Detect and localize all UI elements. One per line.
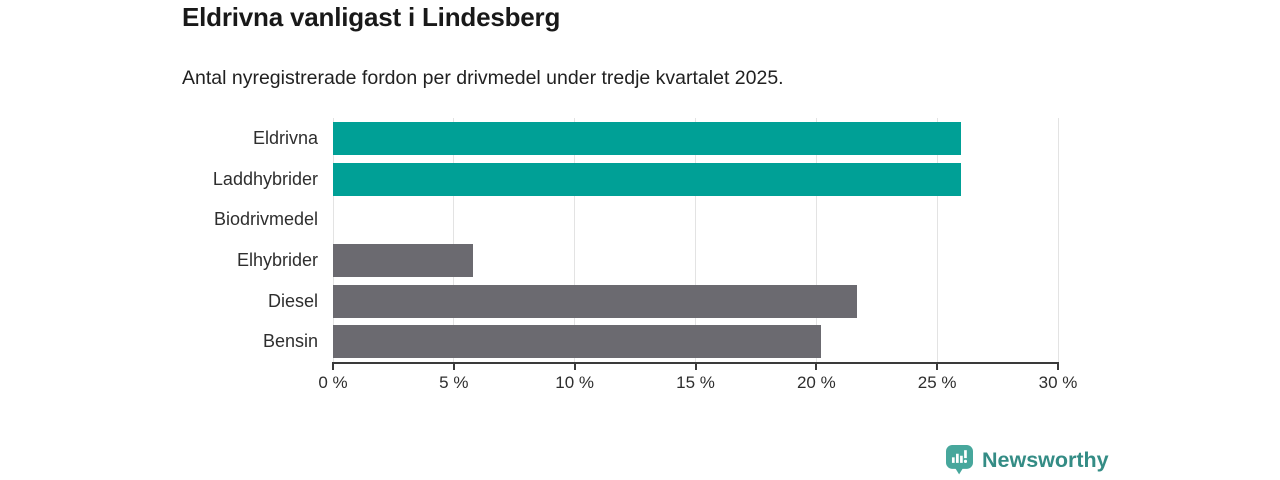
x-axis-tick [332, 364, 334, 370]
x-axis-tick [815, 364, 818, 370]
category-label: Laddhybrider [212, 168, 318, 189]
x-axis-tick-label: 25 % [917, 373, 957, 392]
x-axis-tick-label: 15 % [676, 373, 715, 392]
bar [333, 284, 858, 318]
gridline [574, 118, 576, 362]
page-subtitle: Antal nyregistrerade fordon per drivmede… [182, 67, 784, 89]
x-axis-tick-label: 20 % [796, 373, 836, 392]
bar [333, 325, 822, 359]
newsworthy-logo: Newsworthy [946, 445, 1109, 476]
x-axis-tick [1057, 364, 1059, 370]
page-title: Eldrivna vanligast i Lindesberg [182, 2, 561, 32]
category-label: Biodrivmedel [213, 209, 318, 230]
category-label: Bensin [262, 331, 318, 352]
newsworthy-logo-icon [946, 445, 973, 475]
x-axis-tick-label: 10 % [555, 373, 595, 392]
gridline [1057, 118, 1059, 362]
x-axis-tick [573, 364, 576, 370]
category-label: Eldrivna [252, 128, 318, 148]
category-label: Elhybrider [236, 250, 318, 270]
x-axis-tick-label: 30 % [1038, 373, 1078, 392]
gridline [332, 118, 334, 362]
x-axis-tick-label: 0 % [318, 373, 348, 392]
gridline [936, 118, 938, 362]
newsworthy-logo-text: Newsworthy [982, 448, 1109, 472]
x-axis-tick [694, 364, 697, 370]
x-axis-tick [452, 364, 455, 370]
gridline [695, 118, 696, 362]
bar [333, 162, 962, 196]
gridline [453, 118, 455, 362]
bar [333, 244, 474, 277]
category-label: Diesel [267, 290, 318, 311]
gridline [815, 118, 817, 362]
bar [333, 122, 962, 155]
x-axis-tick [936, 364, 939, 370]
x-axis-line [332, 362, 1059, 364]
x-axis-tick-label: 5 % [439, 373, 469, 392]
